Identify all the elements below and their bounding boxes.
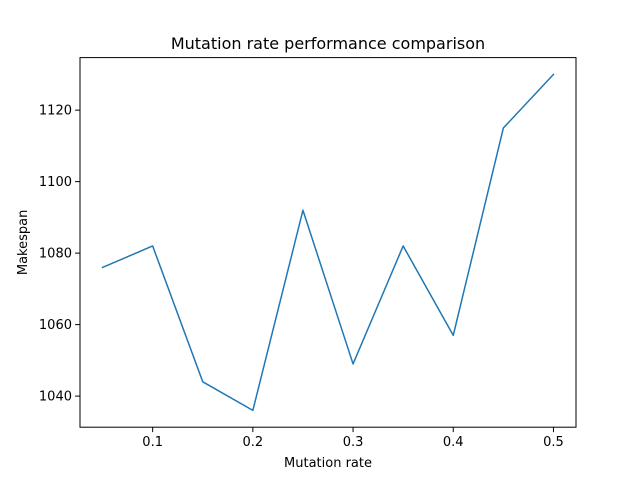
x-tick-label: 0.2 — [243, 435, 264, 450]
x-tick-label: 0.5 — [543, 435, 564, 450]
x-tick-label: 0.3 — [343, 435, 364, 450]
x-tick-label: 0.1 — [142, 435, 163, 450]
y-tick-label: 1120 — [39, 104, 72, 119]
y-axis-label: Makespan — [16, 210, 31, 275]
y-tick-label: 1100 — [39, 175, 72, 190]
x-axis-label: Mutation rate — [284, 456, 372, 471]
chart-title: Mutation rate performance comparison — [171, 34, 485, 53]
plot-frame — [79, 57, 577, 428]
series-line-0 — [101, 73, 555, 412]
y-tick-label: 1060 — [39, 318, 72, 333]
y-tick-label: 1040 — [39, 390, 72, 405]
plot-area: 0.1 0.2 0.3 0.4 0.5 1040 1060 1080 1100 1120 — [39, 73, 564, 450]
x-tick-label: 0.4 — [443, 435, 464, 450]
y-tick-label: 1080 — [39, 247, 72, 262]
